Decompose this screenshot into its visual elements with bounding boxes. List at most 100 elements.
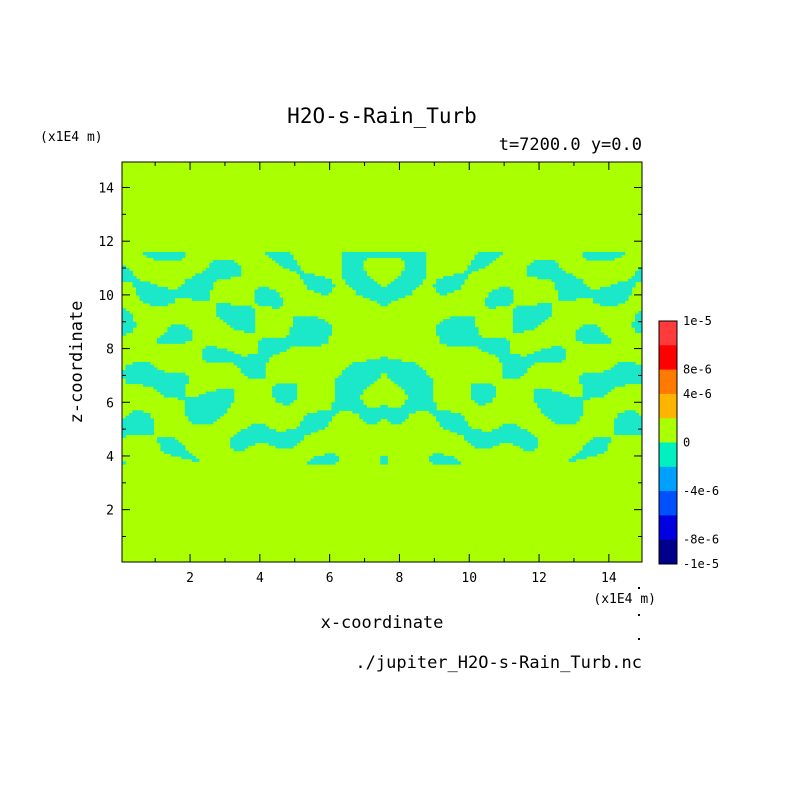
negative-cell	[568, 286, 573, 291]
negative-cell	[516, 439, 521, 444]
negative-cell	[635, 319, 640, 323]
negative-cell	[603, 439, 608, 444]
negative-cell	[547, 396, 552, 401]
negative-cell	[443, 340, 448, 344]
negative-cell	[502, 340, 507, 344]
negative-cell	[272, 345, 277, 350]
negative-cell	[617, 300, 622, 304]
negative-cell	[181, 383, 186, 387]
negative-cell	[142, 380, 148, 385]
negative-cell	[317, 410, 322, 414]
negative-cell	[142, 289, 148, 293]
negative-cell	[551, 348, 556, 352]
negative-cell	[383, 356, 388, 360]
negative-cell	[286, 345, 291, 350]
negative-cell	[474, 265, 479, 269]
negative-cell	[610, 378, 615, 382]
negative-cell	[167, 383, 172, 387]
negative-cell	[628, 362, 633, 366]
negative-cell	[202, 348, 207, 352]
negative-cell	[484, 391, 490, 395]
negative-cell	[272, 348, 277, 352]
negative-cell	[279, 437, 284, 441]
negative-cell	[530, 316, 535, 320]
negative-cell	[240, 447, 245, 452]
negative-cell	[408, 402, 413, 406]
negative-cell	[219, 310, 224, 315]
negative-cell	[272, 251, 277, 256]
negative-cell	[488, 386, 493, 390]
y-tick-label: 12	[98, 235, 114, 250]
negative-cell	[540, 391, 545, 395]
negative-cell	[268, 294, 273, 299]
negative-cell	[397, 281, 402, 285]
negative-cell	[258, 439, 263, 444]
negative-cell	[547, 348, 552, 352]
negative-cell	[551, 404, 556, 409]
negative-cell	[481, 348, 486, 352]
negative-cell	[261, 429, 266, 433]
negative-cell	[352, 410, 357, 414]
negative-cell	[607, 340, 612, 344]
negative-cell	[404, 284, 409, 288]
negative-cell	[240, 362, 245, 366]
negative-cell	[628, 413, 633, 417]
negative-cell	[439, 327, 444, 331]
negative-cell	[306, 431, 312, 436]
negative-cell	[394, 362, 399, 366]
negative-cell	[495, 437, 500, 441]
negative-cell	[558, 391, 563, 395]
negative-cell	[617, 421, 622, 425]
negative-cell	[223, 276, 228, 280]
negative-cell	[205, 297, 210, 301]
negative-cell	[519, 442, 524, 446]
negative-cell	[209, 262, 214, 266]
negative-cell	[261, 372, 266, 377]
negative-cell	[387, 367, 392, 371]
negative-cell	[526, 313, 531, 317]
negative-cell	[460, 332, 465, 336]
negative-cell	[533, 265, 538, 269]
negative-cell	[631, 431, 636, 436]
x-tick-label: 8	[396, 571, 404, 586]
negative-cell	[139, 370, 144, 374]
negative-cell	[453, 418, 458, 422]
negative-cell	[425, 399, 430, 403]
negative-cell	[212, 276, 217, 280]
negative-cell	[572, 413, 577, 417]
negative-cell	[464, 329, 469, 334]
x-axis-ticks: 2 4 6 8 10 12 14	[154, 162, 617, 586]
negative-cell	[593, 445, 598, 449]
negative-cell	[450, 429, 455, 433]
negative-cell	[404, 370, 409, 374]
negative-cell	[589, 335, 594, 339]
negative-cell	[268, 302, 273, 307]
negative-cell	[446, 418, 451, 422]
negative-cell	[219, 268, 224, 272]
negative-cell	[617, 431, 622, 436]
negative-cell	[226, 353, 231, 358]
negative-cell	[390, 359, 395, 363]
negative-cell	[362, 415, 367, 419]
negative-cell	[247, 439, 252, 444]
negative-cell	[614, 429, 619, 433]
negative-cell	[293, 383, 298, 387]
negative-cell	[359, 375, 364, 379]
negative-cell	[149, 380, 155, 385]
negative-cell	[568, 399, 573, 403]
negative-cell	[415, 404, 420, 409]
negative-cell	[474, 394, 479, 398]
negative-cell	[163, 378, 168, 382]
negative-cell	[533, 262, 538, 266]
negative-cell	[383, 302, 388, 307]
negative-cell	[184, 407, 189, 411]
negative-cell	[446, 461, 451, 465]
negative-cell	[558, 351, 563, 355]
negative-cell	[261, 337, 266, 342]
negative-cell	[457, 332, 462, 336]
negative-cell	[436, 332, 441, 336]
negative-cell	[628, 367, 633, 371]
negative-cell	[544, 310, 549, 315]
negative-cell	[174, 329, 179, 334]
negative-cell	[526, 321, 531, 326]
